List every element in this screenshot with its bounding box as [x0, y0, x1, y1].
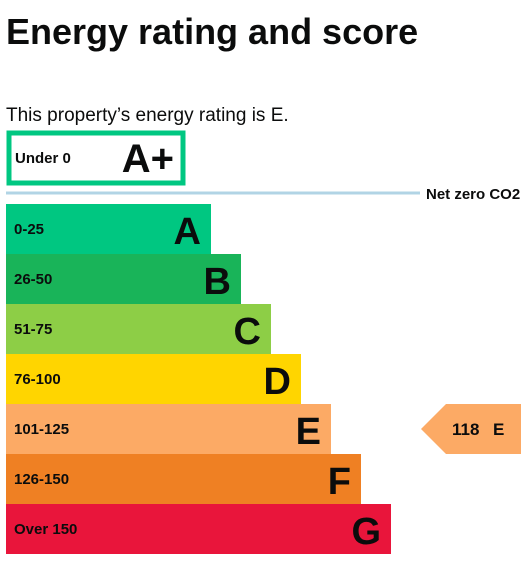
band-bar-b — [6, 254, 241, 304]
band-range-g: Over 150 — [14, 521, 77, 538]
band-letter-e: E — [296, 411, 321, 453]
current-score: 118 — [452, 420, 479, 439]
band-range-b: 26-50 — [14, 271, 52, 288]
band-bar-f — [6, 454, 361, 504]
page-title: Energy rating and score — [6, 11, 419, 52]
band-range-c: 51-75 — [14, 321, 52, 338]
current-rating-arrow — [421, 404, 521, 454]
band-letter-b: B — [204, 261, 231, 303]
band-letter-a: A — [174, 211, 201, 253]
band-bar-g — [6, 504, 391, 554]
band-letter-f: F — [328, 461, 351, 503]
band-range-e: 101-125 — [14, 421, 69, 438]
band-range-f: 126-150 — [14, 471, 69, 488]
net-zero-label: Net zero CO2 — [426, 186, 520, 203]
band-bar-e — [6, 404, 331, 454]
band-letter-c: C — [234, 311, 261, 353]
band-bar-aplus — [6, 130, 186, 186]
band-range-d: 76-100 — [14, 371, 61, 388]
band-bar-c — [6, 304, 271, 354]
band-letter-d: D — [264, 361, 291, 403]
band-letter-g: G — [351, 511, 381, 553]
band-range-a: 0-25 — [14, 221, 44, 238]
band-bar-a — [6, 204, 211, 254]
current-rating-letter: E — [493, 420, 504, 439]
band-bar-d — [6, 354, 301, 404]
band-letter-aplus: A+ — [122, 137, 174, 181]
rating-statement: This property’s energy rating is E. — [6, 105, 289, 126]
band-range-aplus: Under 0 — [15, 150, 71, 167]
